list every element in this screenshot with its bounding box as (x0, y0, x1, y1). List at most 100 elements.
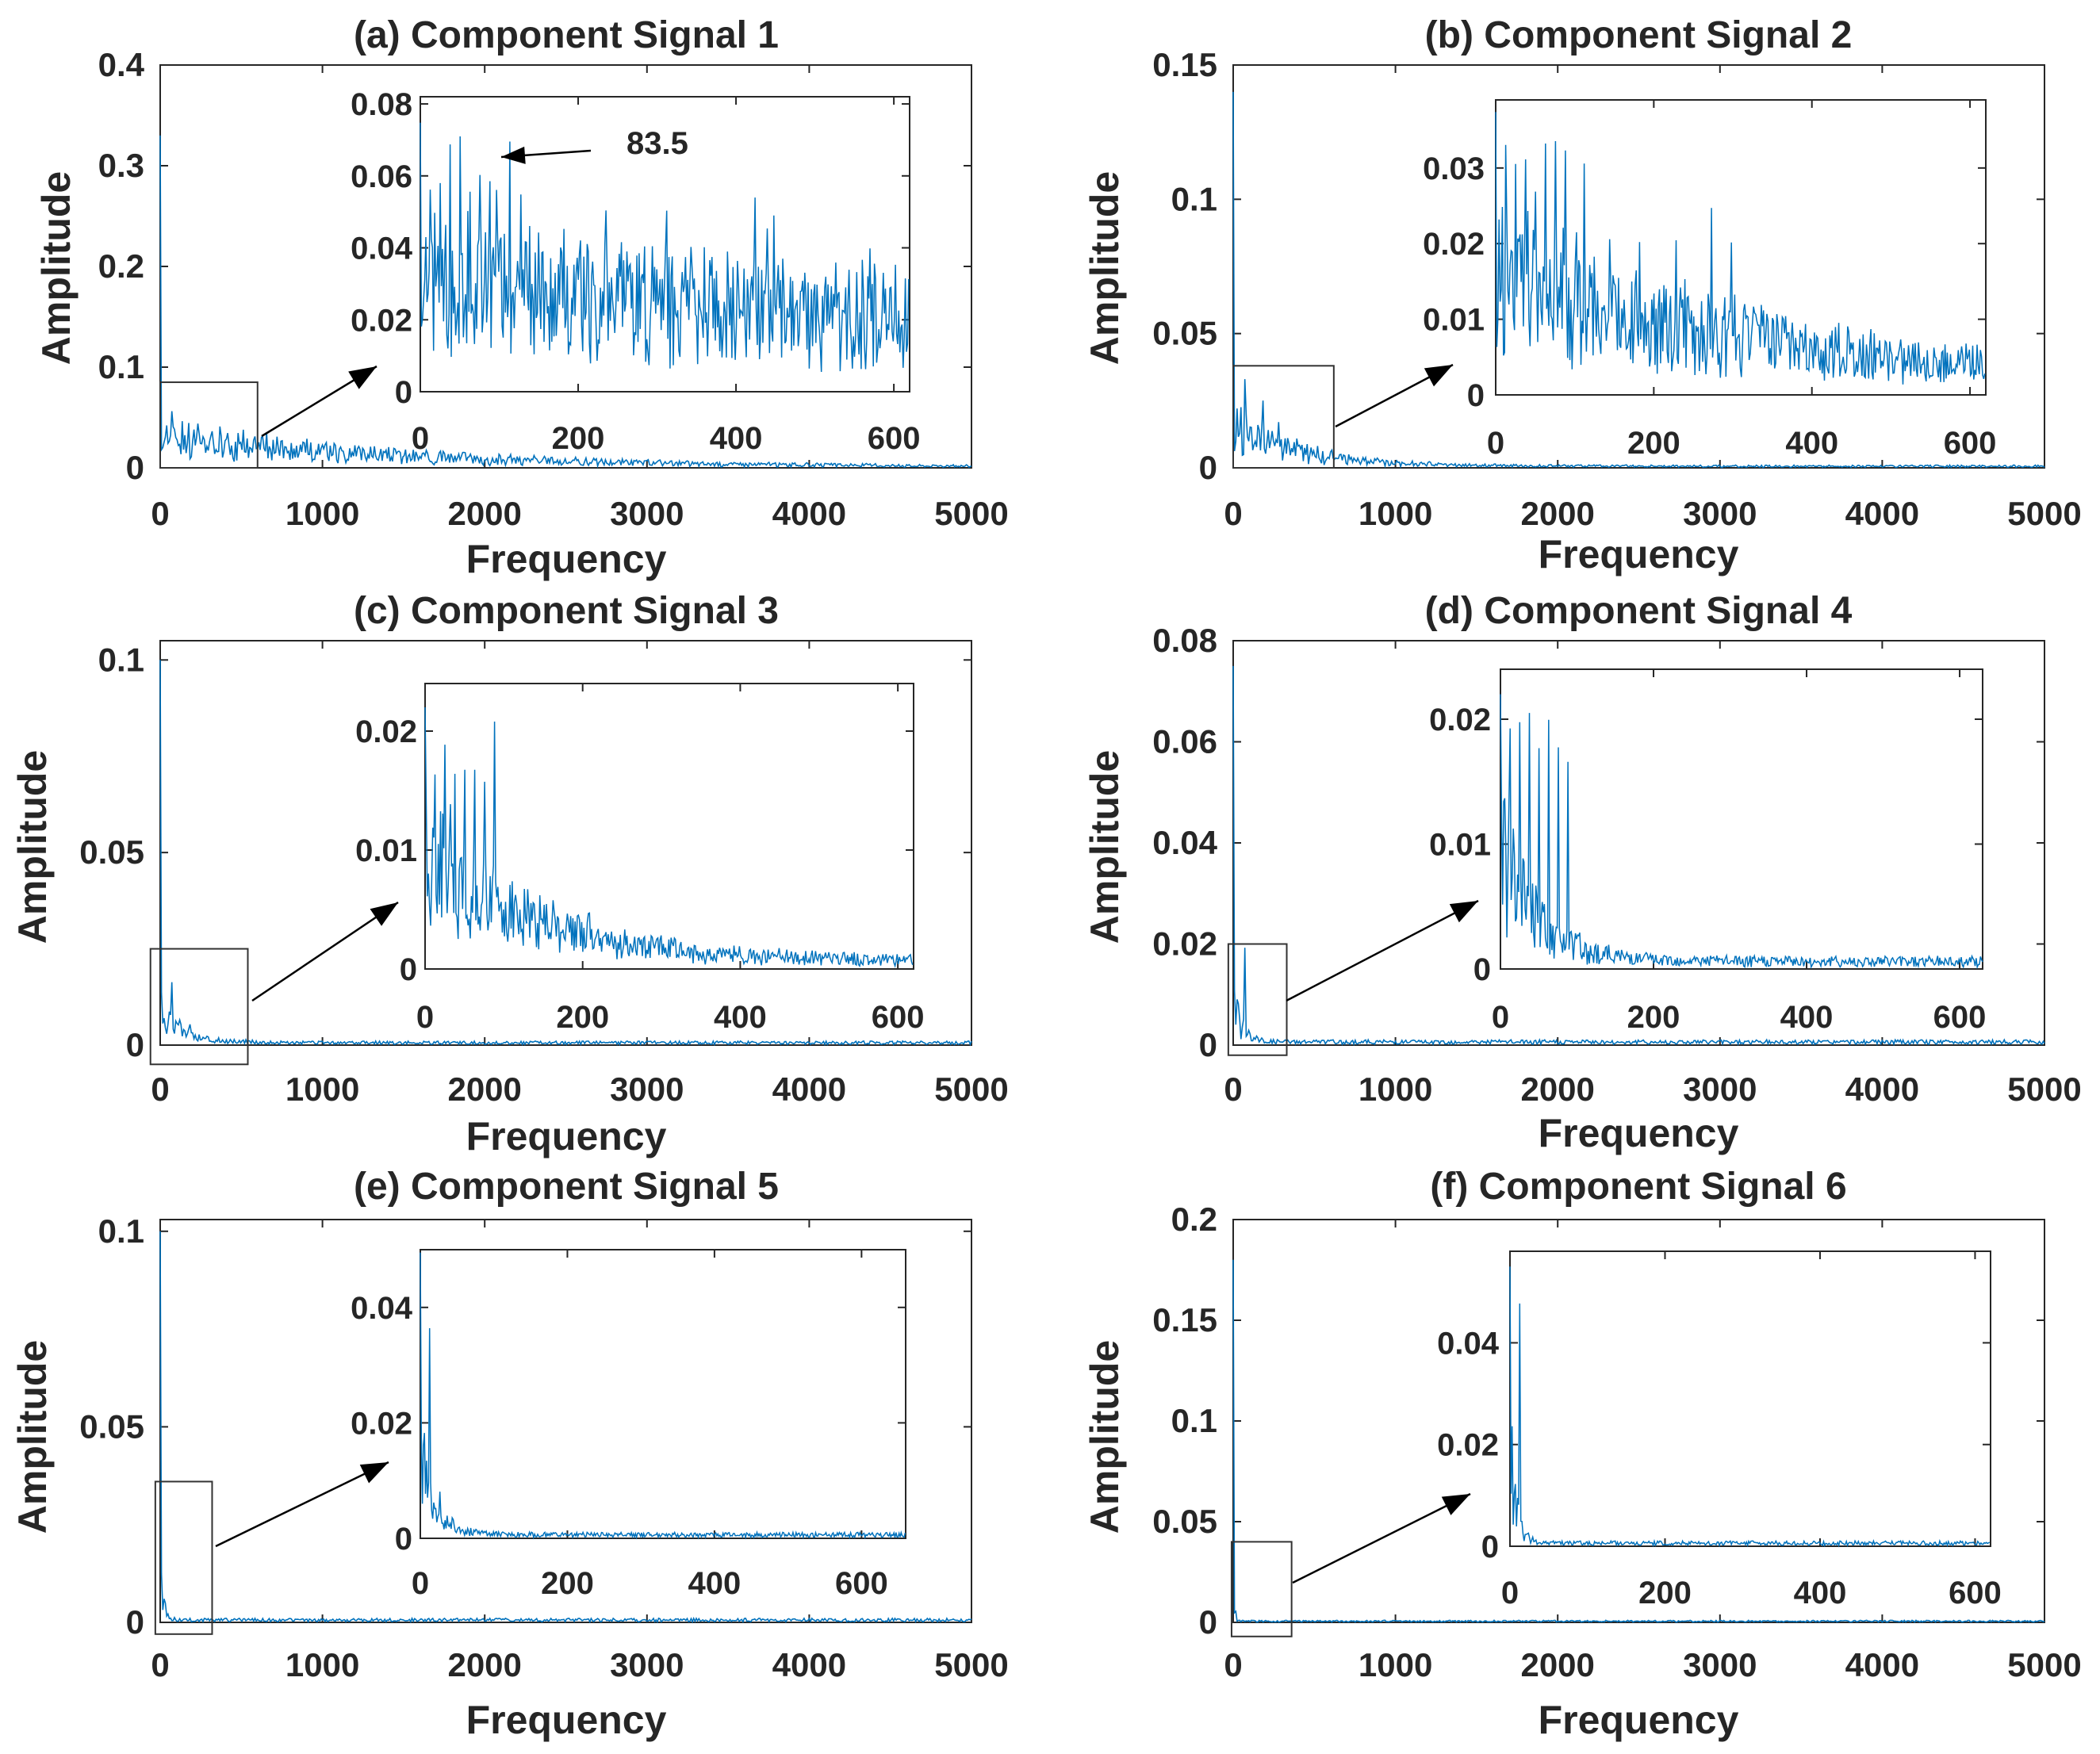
y-tick-label: 0.2 (98, 247, 144, 285)
x-tick-label: 200 (1627, 1000, 1680, 1035)
y-tick-label: 0.02 (351, 303, 412, 338)
x-tick-label: 400 (710, 421, 763, 456)
y-axis-label: Amplitude (34, 171, 79, 365)
y-tick-label: 0 (395, 375, 412, 410)
y-axis-label: Amplitude (10, 1340, 55, 1534)
y-tick-label: 0.2 (1171, 1201, 1217, 1238)
x-tick-label: 600 (1949, 1576, 2002, 1610)
y-tick-label: 0.01 (355, 833, 417, 868)
y-axis-label: Amplitude (10, 750, 55, 944)
x-tick-label: 200 (552, 421, 605, 456)
panel-e: (e) Component Signal 5 0 1000 2000 3000 4000… (10, 1166, 1009, 1742)
x-tick-label: 400 (1785, 426, 1838, 461)
y-tick-label: 0.01 (1429, 828, 1491, 863)
zoom-arrow-head (1441, 1494, 1470, 1515)
x-tick-label: 2000 (447, 1070, 521, 1108)
x-tick-label: 4000 (772, 1070, 846, 1108)
y-tick-label: 0 (1473, 952, 1491, 987)
x-tick-label: 2000 (447, 495, 521, 532)
x-tick-label: 0 (151, 1646, 169, 1683)
x-axis-label: Frequency (466, 1698, 667, 1742)
x-tick-label: 3000 (1683, 1070, 1757, 1108)
zoom-arrow-head (1449, 901, 1478, 923)
x-axis-label: Frequency (1539, 1698, 1739, 1742)
x-tick-label: 600 (835, 1566, 888, 1601)
x-tick-label: 600 (1944, 426, 1997, 461)
y-tick-label: 0.08 (1152, 622, 1217, 659)
x-tick-label: 1000 (1358, 1646, 1432, 1683)
x-tick-label: 2000 (447, 1646, 521, 1683)
y-tick-label: 0 (1199, 449, 1217, 486)
inset-box (1495, 99, 1987, 396)
x-axis-label: Frequency (1539, 1111, 1739, 1155)
x-axis-label: Frequency (466, 537, 667, 581)
x-tick-label: 200 (1638, 1576, 1692, 1610)
x-tick-label: 4000 (1845, 1646, 1919, 1683)
y-tick-label: 0.02 (1423, 227, 1485, 262)
panel-title: (c) Component Signal 3 (354, 590, 779, 632)
x-axis-label: Frequency (466, 1114, 667, 1158)
x-tick-label: 5000 (2007, 1070, 2081, 1108)
y-tick-label: 0.02 (355, 714, 417, 749)
x-tick-label: 0 (1224, 1646, 1242, 1683)
y-tick-label: 0.06 (351, 159, 412, 194)
spectrum-line (1232, 665, 2045, 1047)
y-tick-label: 0.04 (1437, 1326, 1500, 1361)
x-tick-label: 0 (151, 1070, 169, 1108)
x-tick-label: 5000 (2007, 495, 2081, 532)
y-tick-label: 0.02 (1437, 1428, 1499, 1463)
y-tick-label: 0.1 (98, 641, 144, 678)
y-tick-label: 0.04 (1152, 824, 1217, 861)
x-tick-label: 0 (151, 495, 169, 532)
x-tick-label: 600 (872, 1000, 925, 1035)
panel-b: (b) Component Signal 2 0 1000 2000 3000 4000… (1083, 14, 2082, 576)
y-tick-label: 0.02 (1429, 703, 1491, 737)
y-axis-label: Amplitude (1083, 750, 1127, 944)
inset-spectrum-line (1509, 1266, 1991, 1548)
zoom-box (154, 1480, 213, 1635)
inset-spectrum-line (420, 1252, 906, 1540)
spectrum-line (1232, 1259, 2045, 1623)
x-tick-label: 4000 (772, 495, 846, 532)
zoom-arrow-head (1424, 365, 1453, 387)
inset-box (1500, 668, 1983, 970)
annotation-arrow-head (501, 146, 526, 164)
panel-title: (f) Component Signal 6 (1430, 1166, 1846, 1208)
panel-c: (c) Component Signal 3 0 1000 2000 3000 4000… (10, 590, 1009, 1158)
inset-spectrum-line (1495, 112, 1986, 385)
y-tick-label: 0.3 (98, 147, 144, 184)
y-tick-label: 0 (395, 1522, 412, 1557)
panel-title: (b) Component Signal 2 (1425, 14, 1853, 56)
inset-box (424, 683, 914, 970)
x-tick-label: 3000 (610, 1646, 684, 1683)
y-tick-label: 0.1 (98, 348, 144, 385)
inset-box (1509, 1250, 1991, 1547)
x-tick-label: 4000 (1845, 1070, 1919, 1108)
x-tick-label: 5000 (2007, 1646, 2081, 1683)
x-tick-label: 3000 (1683, 1646, 1757, 1683)
x-tick-label: 600 (868, 421, 921, 456)
zoom-arrow-head (359, 1462, 389, 1484)
x-tick-label: 400 (1780, 1000, 1834, 1035)
y-tick-label: 0.05 (1152, 1503, 1217, 1540)
annotation-label: 83.5 (627, 126, 688, 161)
x-tick-label: 0 (1487, 426, 1504, 461)
inset-box (420, 1249, 906, 1539)
y-tick-label: 0.15 (1152, 46, 1217, 83)
x-tick-label: 0 (1224, 495, 1242, 532)
zoom-arrow (1286, 899, 1479, 1002)
panel-title: (a) Component Signal 1 (354, 14, 779, 56)
x-tick-label: 0 (412, 421, 429, 456)
y-tick-label: 0.05 (1152, 315, 1217, 352)
plot-area: 0 1000 2000 3000 4000 5000 0 0.05 0.1 0 200 400 600 0… (79, 1212, 1008, 1683)
y-tick-label: 0.06 (1152, 723, 1217, 760)
x-tick-label: 0 (1501, 1576, 1519, 1610)
panel-title: (e) Component Signal 5 (354, 1166, 779, 1208)
x-tick-label: 0 (412, 1566, 429, 1601)
panel-d: (d) Component Signal 4 0 1000 2000 3000 4000… (1083, 590, 2082, 1155)
y-tick-label: 0.04 (351, 232, 413, 266)
y-tick-label: 0.4 (98, 46, 145, 83)
x-tick-label: 200 (541, 1566, 594, 1601)
y-tick-label: 0.1 (1171, 1402, 1217, 1439)
